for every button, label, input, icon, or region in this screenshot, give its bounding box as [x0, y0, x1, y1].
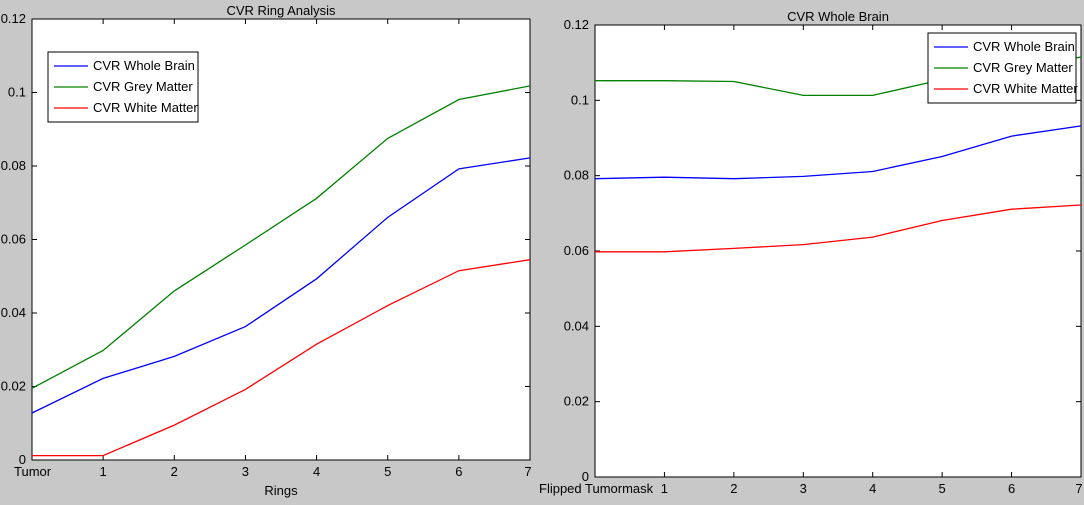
- x-tick-label: 6: [1008, 481, 1015, 496]
- x-tick-label: 3: [242, 464, 249, 479]
- chart-1: CVR Ring Analysis 0 0.02 0.04 0.06 0.08 0.1 0.1…: [1, 3, 532, 498]
- series-line: [32, 259, 531, 457]
- x-tick-label: 4: [869, 481, 876, 496]
- legend-label: CVR Grey Matter: [93, 79, 193, 94]
- x-tick-label: 7: [1075, 481, 1082, 496]
- y-tick-label: 0.12: [564, 17, 589, 32]
- y-tick-label: 0.02: [1, 379, 26, 394]
- legend: CVR Whole Brain CVR Grey Matter CVR White …: [927, 32, 1078, 104]
- legend-label: CVR Whole Brain: [93, 58, 195, 73]
- y-tick-label: 0.08: [1, 158, 26, 173]
- y-tick-label: 0.02: [564, 394, 589, 409]
- x-tick-label: 5: [384, 464, 391, 479]
- y-tick-label: 0.06: [564, 243, 589, 258]
- x-tick-label: 7: [524, 464, 531, 479]
- y-tick-label: 0.1: [571, 92, 589, 107]
- series-line: [31, 157, 531, 414]
- x-tick-label: 1: [661, 481, 668, 496]
- x-axis-label: Rings: [264, 483, 298, 498]
- y-tick-label: 0.12: [1, 11, 26, 26]
- y-tick-label: 0: [19, 452, 26, 467]
- y-tick-label: 0: [582, 469, 589, 484]
- legend-label: CVR White Matter: [973, 81, 1078, 96]
- x-tick-label: Flipped Tumormask: [539, 481, 654, 496]
- legend-label: CVR Grey Matter: [973, 60, 1073, 75]
- x-tick-label: 6: [455, 464, 462, 479]
- legend-label: CVR Whole Brain: [973, 39, 1075, 54]
- x-tick-label: 2: [171, 464, 178, 479]
- series-line: [594, 125, 1082, 180]
- chart-2: CVR Whole Brain 0 0.02 0.04 0.06 0.08 0.1 0.12 F…: [539, 9, 1083, 496]
- y-tick-label: 0.08: [564, 168, 589, 183]
- y-tick-label: 0.06: [1, 232, 26, 247]
- x-tick-label: 2: [730, 481, 737, 496]
- y-tick-label: 0.1: [8, 85, 26, 100]
- x-tick-label: 1: [100, 464, 107, 479]
- y-tick-label: 0.04: [564, 318, 589, 333]
- x-tick-label: 3: [800, 481, 807, 496]
- series-line: [595, 204, 1082, 253]
- chart-title: CVR Whole Brain: [787, 9, 889, 24]
- x-tick-label: 4: [313, 464, 320, 479]
- series-line: [31, 85, 531, 389]
- legend: CVR Whole Brain CVR Grey Matter CVR White …: [47, 51, 199, 123]
- legend-label: CVR White Matter: [93, 100, 198, 115]
- y-tick-label: 0.04: [1, 305, 26, 320]
- chart-title: CVR Ring Analysis: [226, 3, 336, 18]
- x-tick-label: Tumor: [14, 464, 52, 479]
- x-tick-label: 5: [939, 481, 946, 496]
